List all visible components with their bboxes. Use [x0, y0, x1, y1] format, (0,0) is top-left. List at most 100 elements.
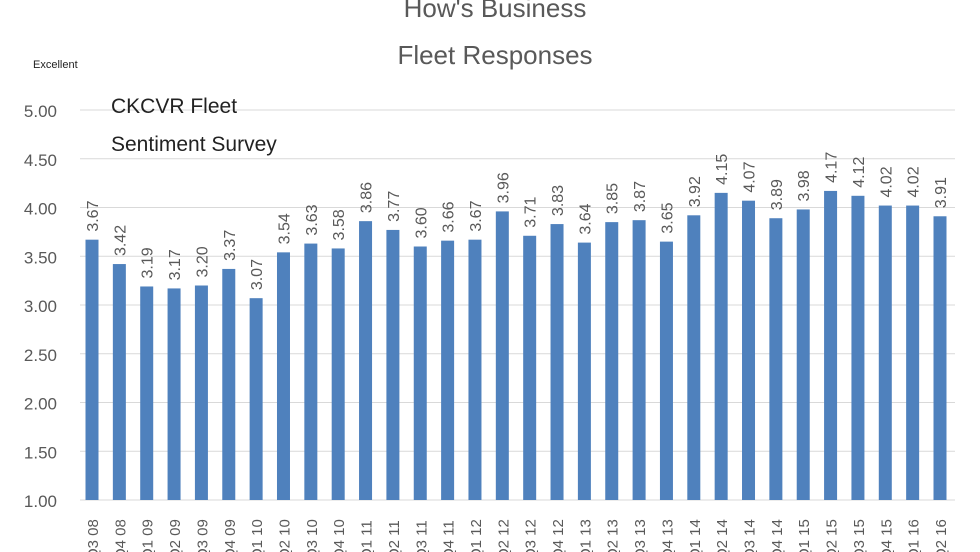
- y-tick-label: 3.50: [24, 248, 57, 267]
- x-tick-label: Q1 14: [687, 519, 704, 552]
- data-label: 3.98: [796, 170, 813, 201]
- bar: [468, 239, 482, 501]
- bar: [577, 242, 591, 500]
- data-label: 3.87: [632, 181, 649, 212]
- chart-title: How's Business: [404, 0, 587, 23]
- x-tick-label: Q3 09: [194, 519, 211, 552]
- x-tick-label: Q1 12: [468, 519, 485, 552]
- bar: [769, 218, 783, 500]
- data-label: 4.12: [851, 157, 868, 188]
- bar: [742, 200, 756, 501]
- bar: [249, 298, 263, 500]
- bar: [276, 252, 290, 500]
- data-label: 3.42: [112, 225, 129, 256]
- x-tick-label: Q4 13: [659, 519, 676, 552]
- data-label: 3.66: [441, 201, 458, 232]
- data-label: 4.02: [906, 166, 923, 197]
- x-tick-label: Q1 15: [796, 519, 813, 552]
- bar: [112, 264, 126, 500]
- x-tick-label: Q3 10: [304, 519, 321, 552]
- x-tick-label: Q2 16: [933, 519, 950, 552]
- x-tick-label: Q4 14: [769, 519, 786, 552]
- data-label: 3.63: [304, 204, 321, 235]
- data-label: 3.60: [413, 207, 430, 238]
- data-label: 3.17: [167, 249, 184, 280]
- x-tick-label: Q3 14: [742, 519, 759, 552]
- x-tick-label: Q1 10: [249, 519, 266, 552]
- y-tick-label: 1.00: [24, 492, 57, 511]
- bar: [167, 288, 181, 500]
- x-tick-label: Q4 08: [112, 519, 129, 552]
- x-tick-label: Q2 10: [276, 519, 293, 552]
- y-tick-label: 4.00: [24, 200, 57, 219]
- data-label: 3.64: [577, 203, 594, 234]
- y-tick-label: 1.50: [24, 443, 57, 462]
- data-label: 3.67: [468, 200, 485, 231]
- annotation-line-2: Sentiment Survey: [111, 133, 277, 156]
- bar: [550, 224, 564, 500]
- annotation-line-1: CKCVR Fleet: [111, 95, 237, 118]
- x-tick-label: Q1 16: [906, 519, 923, 552]
- data-label: 3.89: [769, 179, 786, 210]
- bar: [386, 229, 400, 501]
- data-label: 3.96: [495, 172, 512, 203]
- data-label: 3.83: [550, 185, 567, 216]
- x-tick-label: Q3 15: [851, 519, 868, 552]
- chart-subtitle: Fleet Responses: [397, 40, 592, 70]
- y-axis-label: Excellent: [33, 59, 78, 71]
- data-label: 3.85: [605, 183, 622, 214]
- x-tick-label: Q1 09: [140, 519, 157, 552]
- bar: [933, 216, 947, 500]
- data-label: 3.20: [194, 246, 211, 277]
- bar: [632, 220, 646, 501]
- x-tick-label: Q2 13: [605, 519, 622, 552]
- data-label: 3.77: [386, 191, 403, 222]
- data-label: 3.92: [687, 176, 704, 207]
- bar: [140, 286, 154, 500]
- bar: [659, 241, 673, 500]
- bar: [687, 215, 701, 501]
- bar: [359, 221, 373, 500]
- data-label: 4.02: [878, 166, 895, 197]
- y-tick-label: 2.00: [24, 395, 57, 414]
- data-label: 3.37: [222, 230, 239, 261]
- x-tick-label: Q4 11: [441, 520, 458, 552]
- x-tick-label: Q1 13: [577, 519, 594, 552]
- y-tick-label: 4.50: [24, 151, 57, 170]
- data-label: 4.07: [742, 161, 759, 192]
- data-label: 4.17: [824, 152, 841, 183]
- data-label: 3.86: [359, 182, 376, 213]
- bar: [304, 243, 318, 500]
- bar: [85, 239, 99, 501]
- bar: [222, 268, 236, 500]
- x-tick-label: Q4 09: [222, 519, 239, 552]
- bar: [851, 195, 865, 501]
- bar: [714, 192, 728, 500]
- x-tick-label: Q3 08: [85, 519, 102, 552]
- x-tick-label: Q3 11: [413, 520, 430, 552]
- bar: [906, 205, 920, 501]
- y-tick-label: 5.00: [24, 102, 57, 121]
- y-tick-label: 2.50: [24, 346, 57, 365]
- bar: [331, 248, 345, 500]
- data-label: 3.58: [331, 209, 348, 240]
- bar: [441, 240, 455, 500]
- y-tick-label: 3.00: [24, 297, 57, 316]
- data-label: 3.19: [140, 247, 157, 278]
- x-tick-label: Q2 11: [386, 520, 403, 552]
- data-label: 3.71: [523, 197, 540, 228]
- data-label: 3.07: [249, 259, 266, 290]
- bar: [878, 205, 892, 501]
- x-tick-label: Q2 12: [495, 519, 512, 552]
- x-tick-label: Q4 15: [878, 519, 895, 552]
- bar: [824, 190, 838, 501]
- data-label: 3.91: [933, 177, 950, 208]
- x-tick-label: Q1 11: [359, 520, 376, 552]
- data-label: 3.65: [659, 202, 676, 233]
- bar: [194, 285, 208, 500]
- x-tick-label: Q3 12: [523, 519, 540, 552]
- x-tick-label: Q2 14: [714, 519, 731, 552]
- bar: [413, 246, 427, 500]
- data-label: 3.67: [85, 200, 102, 231]
